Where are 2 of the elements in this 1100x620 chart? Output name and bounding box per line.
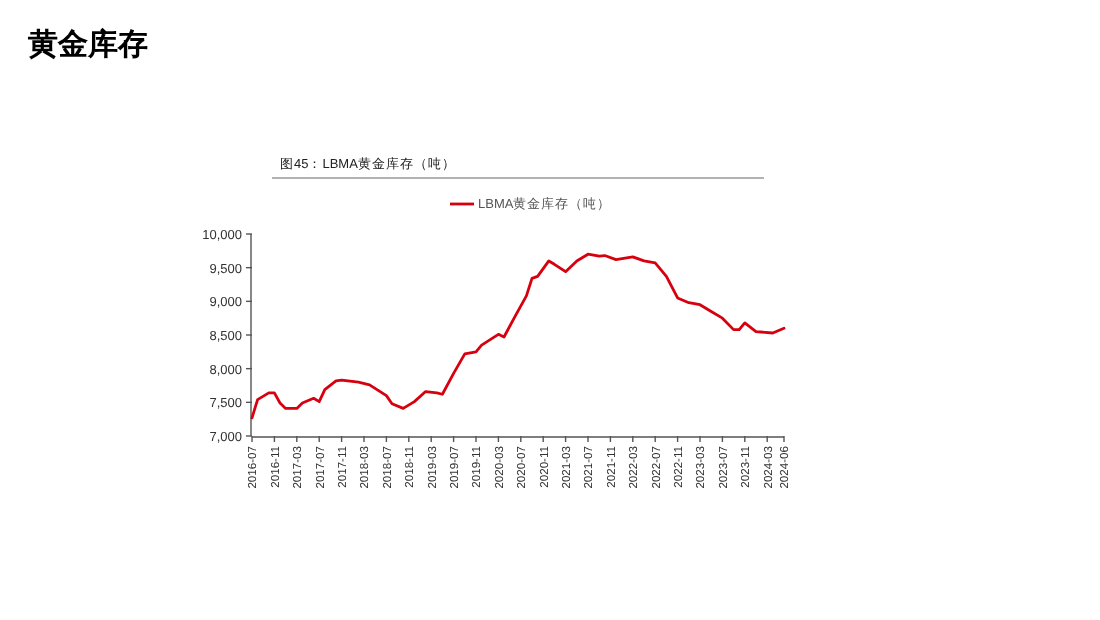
chart-title: 黄金库存	[26, 26, 148, 62]
line-series	[250, 252, 786, 420]
